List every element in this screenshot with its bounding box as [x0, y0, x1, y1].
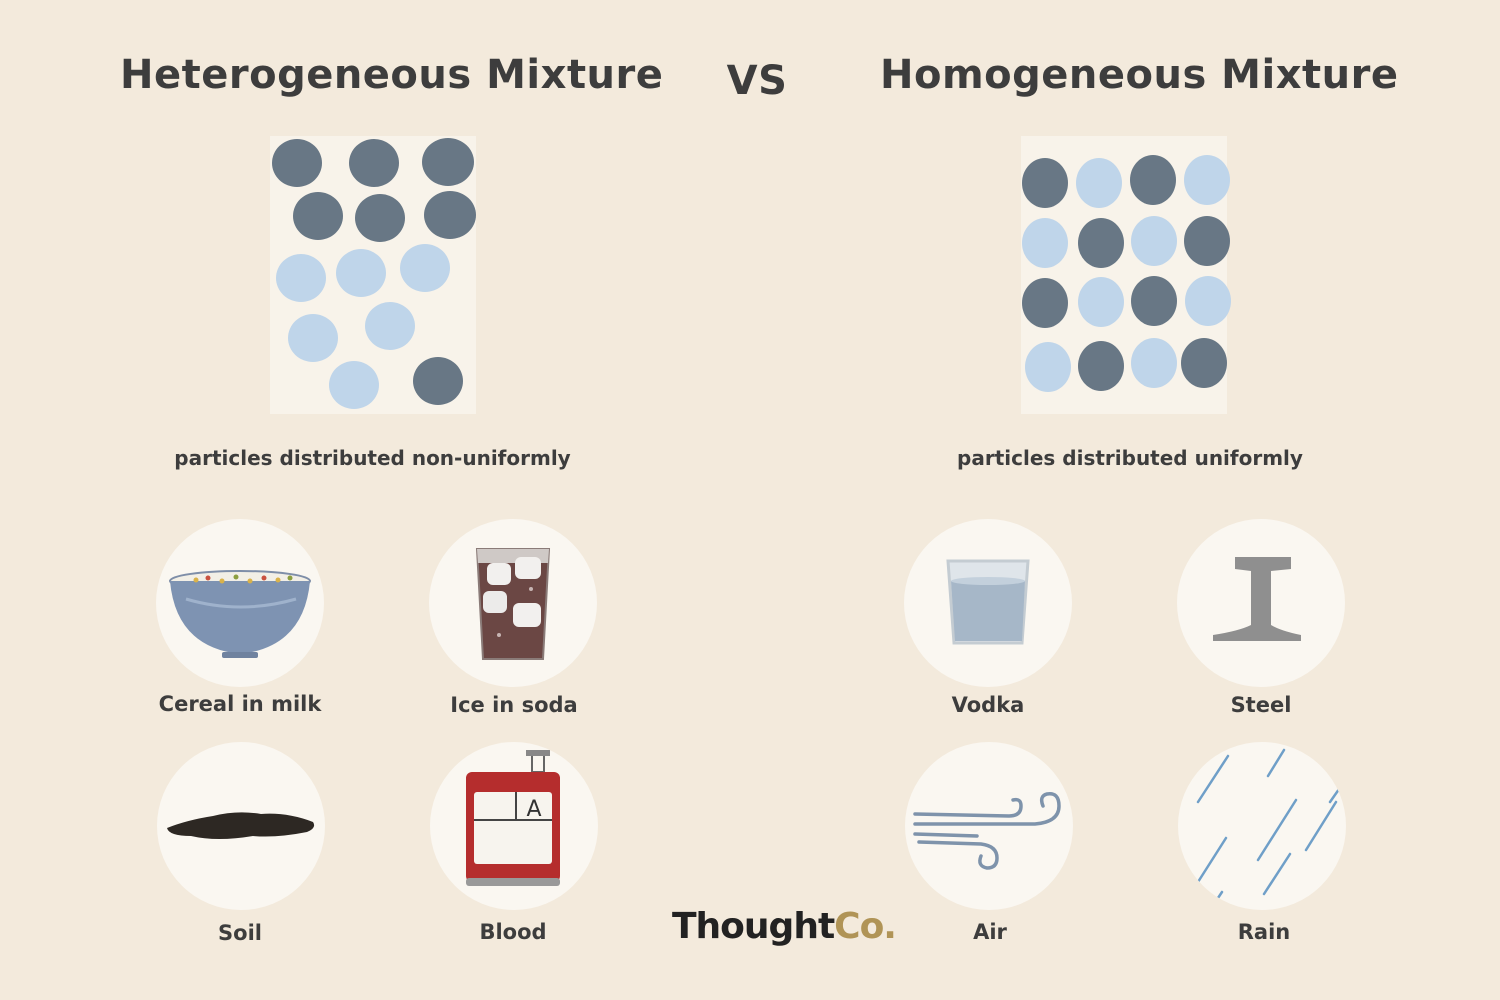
- particle: [1181, 338, 1227, 388]
- particle: [1022, 158, 1068, 208]
- example-label-soil: Soil: [218, 921, 262, 945]
- heterogeneous-particles-panel: [270, 136, 476, 414]
- heterogeneous-title: Heterogeneous Mixture: [120, 52, 664, 98]
- thoughtco-logo: ThoughtCo.: [672, 906, 897, 947]
- example-label-cereal: Cereal in milk: [158, 692, 322, 716]
- particle: [1131, 276, 1177, 326]
- logo-co: Co.: [834, 906, 897, 947]
- particle: [1131, 216, 1177, 266]
- particle: [1130, 155, 1176, 205]
- particle: [288, 314, 338, 362]
- soil-icon: [157, 742, 325, 910]
- particle: [1078, 277, 1124, 327]
- particle: [400, 244, 450, 292]
- particle: [336, 249, 386, 297]
- steel-beam-icon: [1177, 519, 1345, 687]
- particle: [424, 191, 476, 239]
- cereal-bowl-icon: [156, 519, 324, 687]
- blood-bag-icon: A: [430, 742, 598, 910]
- particle: [1078, 218, 1124, 268]
- particle: [276, 254, 326, 302]
- particle: [293, 192, 343, 240]
- particle: [1076, 158, 1122, 208]
- homogeneous-caption: particles distributed uniformly: [957, 446, 1303, 470]
- rain-icon: [1178, 742, 1346, 910]
- particle: [1131, 338, 1177, 388]
- particle: [1022, 218, 1068, 268]
- heterogeneous-caption: particles distributed non-uniformly: [174, 446, 571, 470]
- vodka-glass-icon: [904, 519, 1072, 687]
- particle: [329, 361, 379, 409]
- particle: [1022, 278, 1068, 328]
- homogeneous-particles-panel: [1021, 136, 1231, 414]
- vs-label: VS: [726, 58, 788, 104]
- blood-type-letter: A: [526, 797, 541, 822]
- soda-glass-icon: [429, 519, 597, 687]
- example-label-ice-soda: Ice in soda: [450, 693, 578, 717]
- example-label-rain: Rain: [1237, 920, 1291, 944]
- example-label-steel: Steel: [1230, 693, 1292, 717]
- particle: [349, 139, 399, 187]
- particle: [355, 194, 405, 242]
- particle: [1184, 155, 1230, 205]
- particle: [365, 302, 415, 350]
- homogeneous-title: Homogeneous Mixture: [880, 52, 1399, 98]
- logo-thought: Thought: [672, 906, 835, 947]
- particle: [1078, 341, 1124, 391]
- example-label-air: Air: [973, 920, 1007, 944]
- wind-icon: [905, 742, 1073, 910]
- particle: [1185, 276, 1231, 326]
- particle: [413, 357, 463, 405]
- particle: [1025, 342, 1071, 392]
- particle: [272, 139, 322, 187]
- particle: [1184, 216, 1230, 266]
- example-label-blood: Blood: [479, 920, 547, 944]
- example-label-vodka: Vodka: [951, 693, 1025, 717]
- particle: [422, 138, 474, 186]
